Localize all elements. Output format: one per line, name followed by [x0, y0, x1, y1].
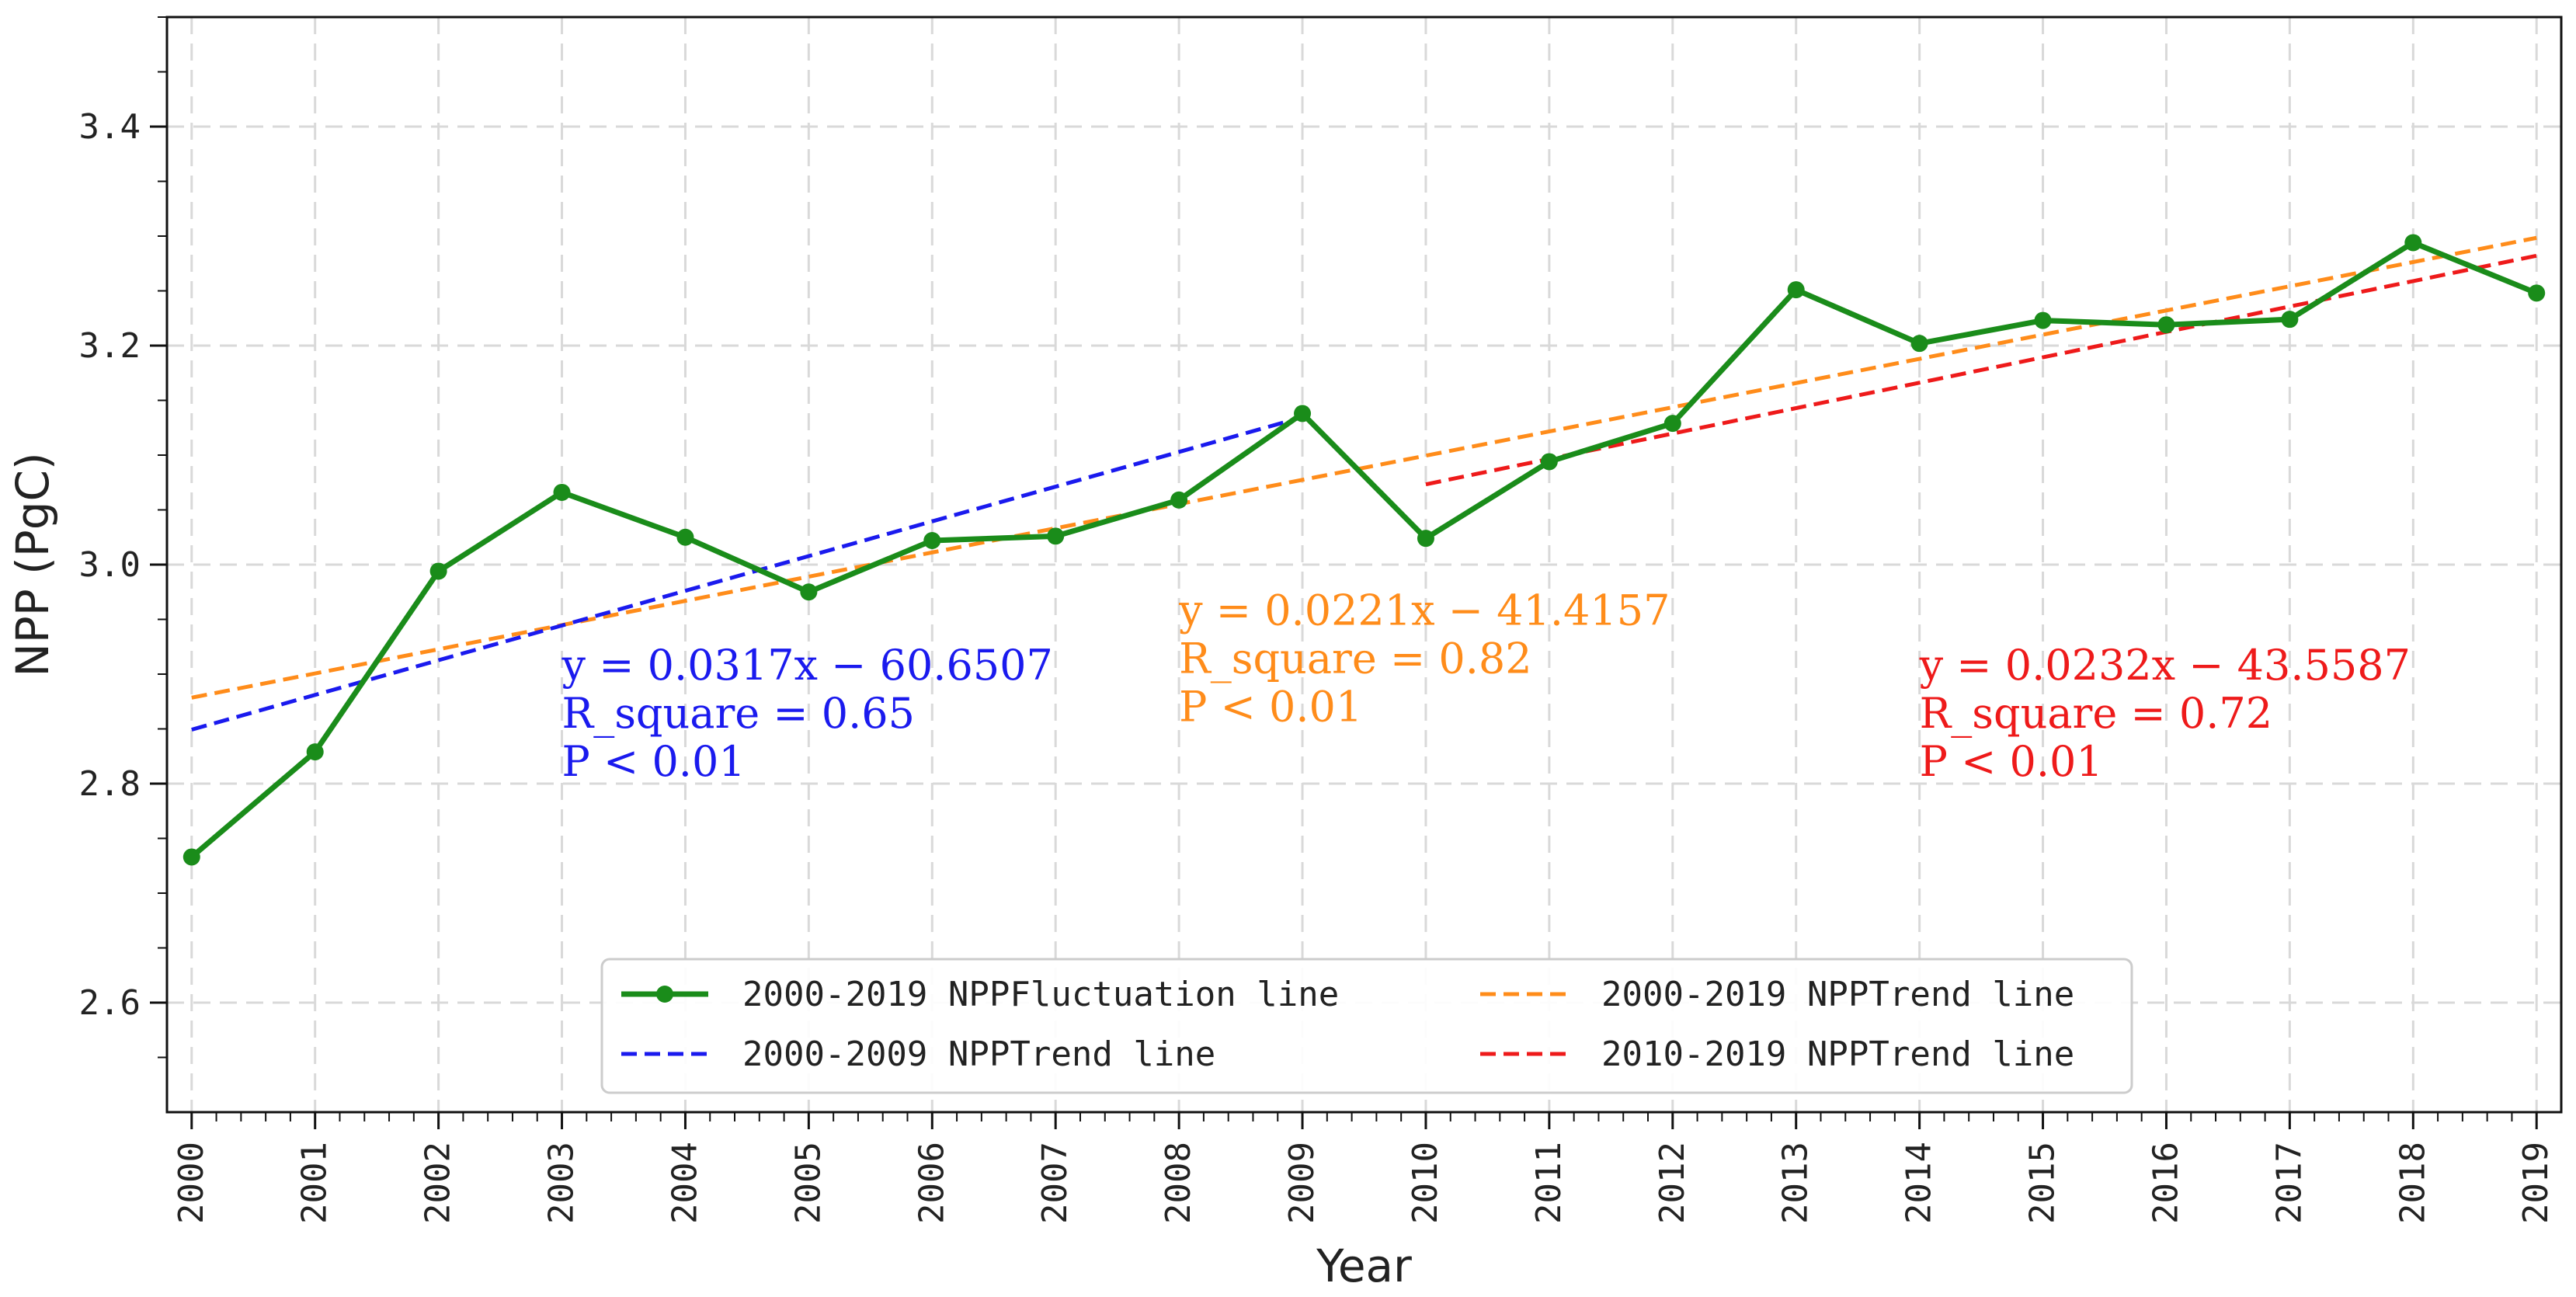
x-axis-title: Year — [1316, 1240, 1412, 1292]
legend: 2000-2019 NPPFluctuation line 2000-2009 N… — [600, 958, 2133, 1094]
data-point — [1047, 527, 1065, 545]
x-tick-label: 2004 — [665, 1142, 704, 1224]
trend-lines — [191, 235, 2537, 732]
legend-box — [600, 958, 2133, 1094]
annotation-text: P < 0.01 — [562, 737, 746, 786]
x-tick-label: 2001 — [295, 1142, 335, 1224]
annotation-text: y = 0.0221x − 41.4157 — [1178, 586, 1670, 635]
data-point — [676, 528, 694, 546]
data-point — [1910, 335, 1928, 353]
annotation-text: R_square = 0.65 — [562, 689, 916, 738]
data-point — [429, 562, 447, 580]
x-tick-label: 2012 — [1653, 1142, 1692, 1224]
data-point — [2528, 284, 2546, 302]
y-tick-label: 2.8 — [79, 764, 141, 804]
x-tick-label: 2019 — [2516, 1142, 2556, 1224]
trend-line — [1425, 253, 2537, 487]
x-tick-label: 2017 — [2269, 1142, 2309, 1224]
x-tick-label: 2011 — [1529, 1142, 1569, 1224]
data-point — [183, 848, 200, 866]
legend-label: 2010-2019 NPPTrend line — [1601, 1034, 2074, 1074]
trend-line — [191, 415, 1303, 732]
y-axis-title: NPP (PgC) — [6, 452, 59, 676]
axis-ticks: 2000 2001 2002 2003 2004 2005 2006 2007 2008 2009… — [79, 16, 2556, 1224]
y-tick-label: 3.0 — [79, 545, 141, 585]
x-tick-label: 2014 — [1900, 1142, 1939, 1224]
x-tick-label: 2007 — [1035, 1142, 1075, 1224]
data-point — [2157, 316, 2175, 334]
legend-label: 2000-2009 NPPTrend line — [742, 1034, 1215, 1074]
y-tick-label: 3.2 — [79, 326, 141, 366]
data-point — [1294, 405, 1312, 422]
x-tick-label: 2015 — [2023, 1142, 2063, 1224]
annotation-text: R_square = 0.72 — [1920, 689, 2273, 738]
y-tick-label: 2.6 — [79, 983, 141, 1023]
fluctuation-series — [183, 234, 2546, 866]
grid — [167, 17, 2561, 1112]
annotation-text: R_square = 0.82 — [1179, 635, 1532, 683]
annotation-text: y = 0.0232x − 43.5587 — [1919, 641, 2411, 690]
x-tick-label: 2000 — [172, 1142, 211, 1224]
data-point — [2404, 234, 2422, 252]
x-tick-label: 2008 — [1159, 1142, 1198, 1224]
data-point — [1417, 530, 1434, 548]
x-tick-label: 2010 — [1406, 1142, 1445, 1224]
data-point — [923, 531, 941, 549]
x-tick-label: 2006 — [912, 1142, 951, 1224]
annotation-text: y = 0.0317x − 60.6507 — [561, 641, 1053, 690]
data-point — [1663, 415, 1681, 433]
data-point — [1540, 453, 1558, 471]
data-point — [1787, 281, 1805, 299]
x-tick-label: 2018 — [2393, 1142, 2432, 1224]
x-tick-label: 2005 — [788, 1142, 828, 1224]
data-point — [2034, 311, 2052, 329]
data-point — [2281, 311, 2299, 329]
annotation-text: P < 0.01 — [1920, 737, 2103, 786]
x-tick-label: 2013 — [1776, 1142, 1816, 1224]
x-tick-label: 2003 — [542, 1142, 582, 1224]
annotation-text: P < 0.01 — [1179, 683, 1362, 732]
fluctuation-line — [189, 239, 2538, 860]
legend-label: 2000-2019 NPPTrend line — [1601, 975, 2074, 1014]
data-point — [553, 483, 571, 501]
data-point — [1170, 491, 1188, 509]
x-tick-label: 2016 — [2146, 1142, 2185, 1224]
data-point — [306, 743, 324, 761]
y-tick-label: 3.4 — [79, 107, 141, 147]
legend-label: 2000-2019 NPPFluctuation line — [742, 975, 1339, 1014]
x-tick-label: 2009 — [1282, 1142, 1322, 1224]
x-tick-label: 2002 — [419, 1142, 458, 1224]
legend-marker — [656, 986, 673, 1003]
data-point — [800, 583, 818, 601]
